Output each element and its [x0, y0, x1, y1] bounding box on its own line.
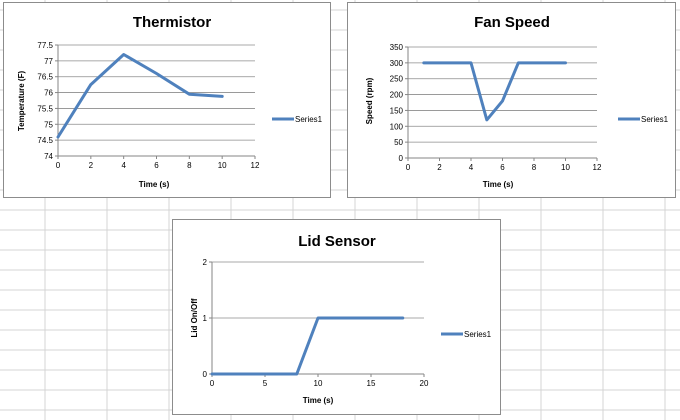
- x-tick-label: 5: [263, 379, 268, 388]
- y-tick-label: 350: [390, 43, 404, 52]
- x-tick-label: 20: [420, 379, 429, 388]
- y-axis-label: Lid On/Off: [190, 298, 199, 337]
- y-tick-label: 100: [390, 122, 404, 131]
- y-tick-label: 77.5: [37, 41, 53, 50]
- y-tick-label: 74: [44, 152, 53, 161]
- y-tick-label: 75: [44, 120, 53, 129]
- y-tick-label: 74.5: [37, 136, 53, 145]
- thermistor-plot: Thermistor Time (s) Temperature (F) 74 74…: [17, 14, 323, 189]
- fan-speed-plot: Fan Speed Time (s) Speed (rpm) 050100150…: [365, 14, 669, 189]
- x-tick-label: 15: [367, 379, 376, 388]
- x-tick-label: 10: [218, 161, 227, 170]
- x-tick-label: 2: [89, 161, 94, 170]
- y-tick-label: 50: [394, 138, 403, 147]
- chart-title: Thermistor: [133, 14, 212, 31]
- x-tick-label: 10: [314, 379, 323, 388]
- x-axis-label: Time (s): [483, 180, 514, 189]
- legend-label: Series1: [295, 115, 323, 124]
- series-line: [422, 61, 567, 122]
- y-tick-label: 200: [390, 91, 404, 100]
- y-tick-label: 1: [203, 314, 208, 323]
- x-tick-label: 0: [406, 163, 411, 172]
- y-axis-label: Temperature (F): [17, 71, 26, 132]
- y-tick-label: 0: [399, 154, 404, 163]
- legend-label: Series1: [464, 330, 492, 339]
- x-tick-label: 12: [593, 163, 602, 172]
- lid-sensor-chart[interactable]: Lid Sensor Time (s) Lid On/Off 0 1 2 0 5 10 15…: [172, 219, 501, 415]
- x-axis-label: Time (s): [139, 180, 170, 189]
- series-line: [210, 316, 405, 376]
- x-tick-label: 8: [532, 163, 537, 172]
- y-tick-label: 150: [390, 106, 404, 115]
- chart-title: Fan Speed: [474, 14, 550, 31]
- x-tick-label: 8: [187, 161, 192, 170]
- x-tick-label: 10: [561, 163, 570, 172]
- y-tick-label: 300: [390, 59, 404, 68]
- x-tick-label: 6: [154, 161, 159, 170]
- x-tick-label: 4: [469, 163, 474, 172]
- y-tick-label: 0: [203, 370, 208, 379]
- y-tick-label: 76.5: [37, 73, 53, 82]
- y-axis-label: Speed (rpm): [365, 77, 374, 124]
- thermistor-chart[interactable]: Thermistor Time (s) Temperature (F) 74 74…: [3, 2, 331, 198]
- x-tick-label: 6: [500, 163, 505, 172]
- x-tick-label: 12: [251, 161, 260, 170]
- legend-label: Series1: [641, 115, 669, 124]
- y-tick-label: 76: [44, 89, 53, 98]
- x-axis-label: Time (s): [303, 396, 334, 405]
- x-tick-label: 0: [210, 379, 215, 388]
- chart-title: Lid Sensor: [298, 233, 376, 250]
- y-tick-label: 2: [203, 258, 208, 267]
- series-line: [56, 53, 224, 139]
- y-tick-label: 250: [390, 75, 404, 84]
- x-tick-label: 0: [56, 161, 61, 170]
- y-tick-label: 77: [44, 57, 53, 66]
- x-tick-label: 2: [437, 163, 442, 172]
- x-tick-label: 4: [121, 161, 126, 170]
- fan-speed-chart[interactable]: Fan Speed Time (s) Speed (rpm) 0 50 100 150…: [347, 2, 676, 198]
- y-tick-label: 75.5: [37, 104, 53, 113]
